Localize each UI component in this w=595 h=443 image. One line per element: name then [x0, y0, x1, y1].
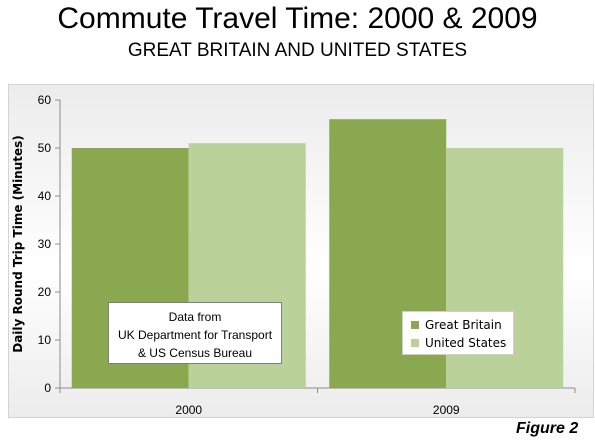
y-tick-label: 40 — [38, 189, 52, 203]
legend-item-great-britain: Great Britain — [411, 316, 513, 334]
x-tick-label: 2009 — [433, 403, 460, 417]
legend-item-united-states: United States — [411, 334, 513, 352]
legend-swatch-great-britain — [411, 321, 419, 329]
y-tick-label: 30 — [38, 237, 52, 251]
data-source-note: Data from UK Department for Transport & … — [108, 302, 282, 364]
x-tick-label: 2000 — [175, 403, 202, 417]
legend-label-great-britain: Great Britain — [425, 318, 502, 332]
y-tick-label: 20 — [38, 285, 52, 299]
legend: Great Britain United States — [402, 311, 514, 355]
note-line-3: & US Census Bureau — [137, 346, 253, 360]
chart-title: Commute Travel Time: 2000 & 2009 — [57, 2, 538, 35]
figure-label: Figure 2 — [516, 420, 579, 437]
note-line-2: UK Department for Transport — [117, 328, 273, 342]
y-tick-label: 0 — [44, 381, 51, 395]
chart-subtitle: GREAT BRITAIN AND UNITED STATES — [127, 40, 468, 61]
y-axis-title: Daily Round Trip Time (Minutes) — [11, 135, 25, 353]
y-tick-label: 50 — [38, 141, 52, 155]
y-tick-label: 60 — [38, 93, 52, 107]
note-line-1: Data from — [168, 310, 222, 324]
legend-label-united-states: United States — [425, 336, 507, 350]
y-tick-label: 10 — [38, 333, 52, 347]
legend-swatch-united-states — [411, 339, 419, 347]
